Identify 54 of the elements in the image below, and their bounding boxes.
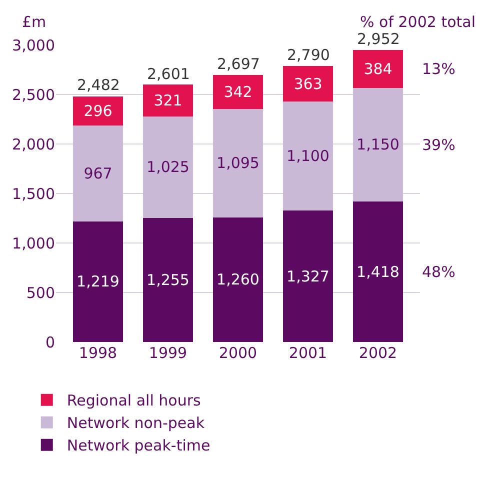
total-label: 2,952 [357,30,400,48]
data-label: 967 [84,164,112,182]
y-tick-label: 500 [26,284,55,302]
bar [212,108,264,218]
data-label: 1,025 [146,158,190,176]
bar [282,210,334,342]
text: 39% [422,136,456,154]
text: 13% [422,60,456,78]
y-tick-label: 2,500 [12,86,55,104]
y-tick-label: 1,500 [12,184,55,203]
bar [72,126,124,222]
legend-label: Network non-peak [66,414,205,432]
total-label: 2,697 [217,55,260,73]
bar [282,66,334,102]
bar [142,116,194,218]
data-label: 363 [294,74,322,93]
data-label: 1,327 [286,267,330,286]
data-label: 1,418 [356,262,400,281]
x-tick-label: 2000 [218,344,258,362]
bar [352,88,404,202]
y-tick-label: 3,000 [12,36,55,54]
legend-label: Network peak-time [66,436,210,455]
x-tick-label: 2002 [358,344,398,362]
legend-label: Regional all hours [66,392,202,410]
text: % of 2002 total [360,13,476,31]
data-label: 1,150 [356,136,400,154]
data-label: 384 [364,60,392,78]
y-tick-label: 1,000 [12,234,55,252]
data-label: 296 [84,102,112,120]
bar [142,84,194,116]
bar [282,102,334,211]
bar [212,217,264,342]
x-tick-label: 1999 [148,344,188,362]
bar [142,218,194,342]
bar [352,50,404,88]
data-label: 321 [154,91,182,110]
data-label: 342 [224,82,252,101]
total-label: 2,482 [77,76,120,94]
y-tick-label: 0 [45,333,55,352]
data-label: 1,100 [286,147,330,166]
y-tick-label: 2,000 [12,135,55,154]
data-label: 1,095 [216,154,260,172]
bar [352,202,404,342]
y-axis-title: £m [22,13,46,31]
bar [212,75,264,109]
data-label: 1,219 [76,272,120,291]
x-tick-label: 2001 [288,344,328,362]
x-tick-label: 1998 [78,344,118,362]
bar [72,221,124,342]
data-label: 1,255 [146,270,190,289]
total-label: 2,601 [147,65,190,83]
data-label: 1,260 [216,270,260,289]
total-label: 2,790 [287,46,330,64]
text: 48% [422,263,456,281]
